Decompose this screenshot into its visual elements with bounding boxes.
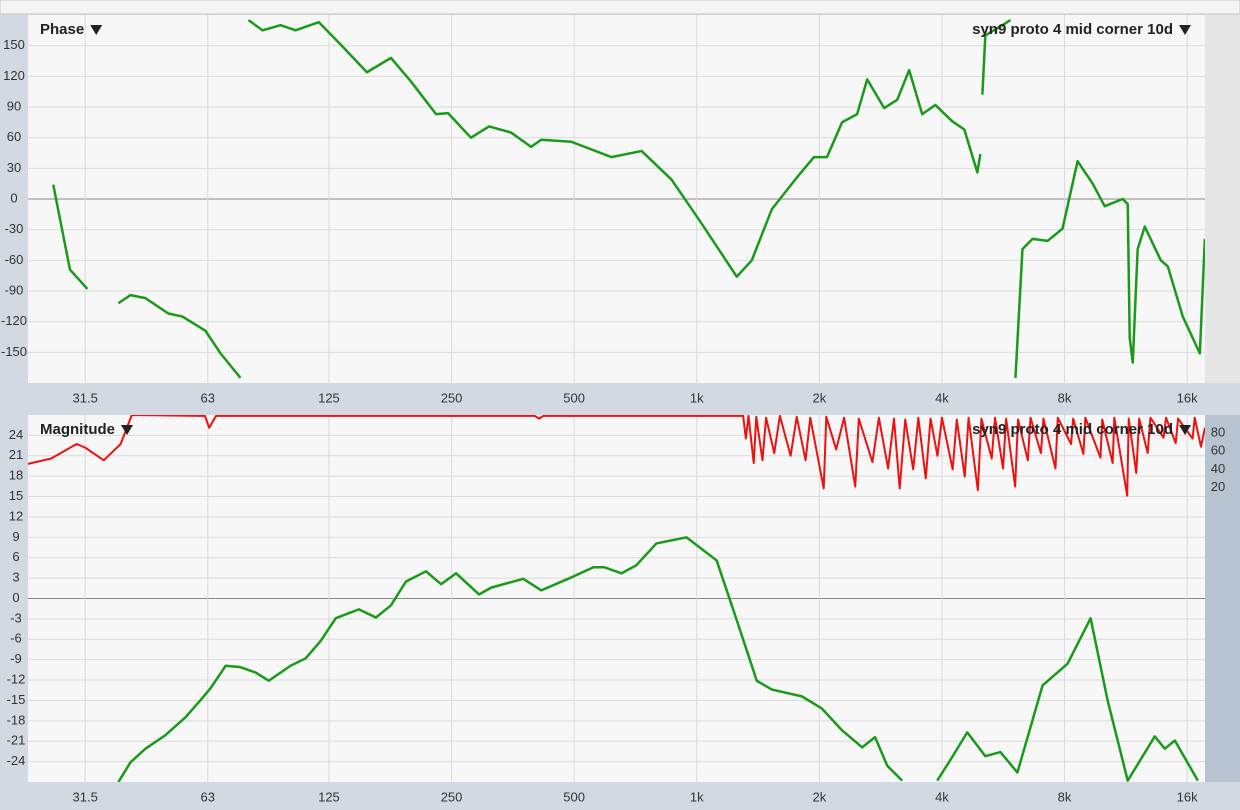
y-tick-label: 6 (12, 549, 19, 564)
x-tick-label: 125 (318, 390, 340, 405)
x-tick-label: 2k (812, 390, 826, 405)
x-tick-label: 16k (1177, 390, 1198, 405)
x-tick-label: 125 (318, 789, 340, 804)
x-tick-label: 4k (935, 789, 949, 804)
y2-tick-label: 40 (1211, 461, 1225, 476)
x-tick-label: 8k (1058, 789, 1072, 804)
x-tick-label: 8k (1058, 390, 1072, 405)
y-tick-label: -24 (7, 753, 26, 768)
x-tick-label: 500 (563, 789, 585, 804)
y-tick-label: 9 (12, 529, 19, 544)
y2-tick-label: 60 (1211, 443, 1225, 458)
x-tick-label: 4k (935, 390, 949, 405)
y-tick-label: 120 (3, 68, 25, 83)
dropdown-icon (1179, 25, 1191, 35)
x-tick-label: 31.5 (73, 789, 98, 804)
x-tick-label: 16k (1177, 789, 1198, 804)
y-tick-label: 24 (9, 427, 23, 442)
y-tick-label: -150 (1, 344, 27, 359)
y-tick-label: 0 (10, 190, 17, 205)
y-tick-label: -21 (7, 733, 26, 748)
x-tick-label: 1k (690, 789, 704, 804)
y-tick-label: 15 (9, 488, 23, 503)
legend-entry[interactable]: syn9 proto 4 mid corner 10d (972, 421, 1173, 438)
y-tick-label: -60 (5, 252, 24, 267)
dropdown-icon (90, 25, 103, 35)
panel-title: Phase (40, 21, 84, 38)
y-tick-label: -12 (7, 671, 26, 686)
y2-tick-label: 80 (1211, 425, 1225, 440)
side-panel-bottom (1205, 415, 1240, 782)
y2-tick-label: 20 (1211, 479, 1225, 494)
y-tick-label: 90 (7, 98, 21, 113)
panel-title: Magnitude (40, 421, 115, 438)
y-tick-label: 3 (12, 570, 19, 585)
y-tick-label: -9 (10, 651, 22, 666)
y-tick-label: 18 (9, 468, 23, 483)
y-tick-label: -15 (7, 692, 26, 707)
series-line (28, 415, 1205, 497)
y-tick-label: 0 (12, 590, 19, 605)
y-tick-label: -3 (10, 610, 22, 625)
x-tick-label: 63 (201, 390, 215, 405)
y-tick-label: -120 (1, 313, 27, 328)
y-tick-label: -30 (5, 221, 24, 236)
dropdown-icon (1179, 425, 1191, 435)
x-tick-label: 63 (201, 789, 215, 804)
top-bar (0, 0, 1240, 15)
y-tick-label: -6 (10, 631, 22, 646)
y-tick-label: 30 (7, 160, 21, 175)
side-panel-top (1205, 15, 1240, 383)
dropdown-icon (121, 425, 133, 435)
x-tick-label: 250 (441, 789, 463, 804)
series-line (52, 19, 1205, 379)
series-line (117, 536, 1199, 782)
x-tick-label: 31.5 (73, 390, 98, 405)
x-tick-label: 250 (441, 390, 463, 405)
x-tick-label: 2k (812, 789, 826, 804)
y-tick-label: 150 (3, 37, 25, 52)
legend-entry[interactable]: syn9 proto 4 mid corner 10d (972, 21, 1173, 38)
y-tick-label: -18 (7, 712, 26, 727)
x-tick-label: 500 (563, 390, 585, 405)
y-tick-label: 60 (7, 129, 21, 144)
y-tick-label: -90 (5, 282, 24, 297)
y-tick-label: 12 (9, 508, 23, 523)
y-tick-label: 21 (9, 447, 23, 462)
x-tick-label: 1k (690, 390, 704, 405)
